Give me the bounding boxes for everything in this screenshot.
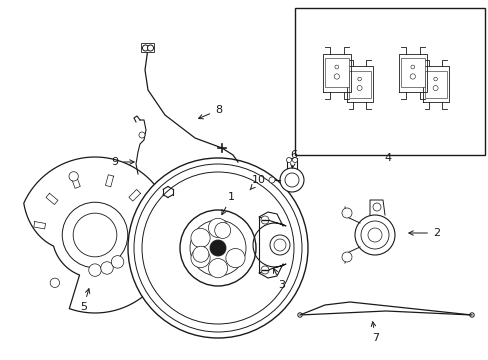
Circle shape xyxy=(111,256,123,268)
Polygon shape xyxy=(24,157,173,313)
Circle shape xyxy=(180,210,256,286)
Bar xyxy=(424,71,446,98)
Circle shape xyxy=(190,220,245,276)
Circle shape xyxy=(433,77,436,81)
Circle shape xyxy=(354,215,394,255)
Text: 4: 4 xyxy=(384,153,391,163)
Circle shape xyxy=(372,203,380,211)
Text: 5: 5 xyxy=(80,289,90,312)
Circle shape xyxy=(333,74,339,79)
Circle shape xyxy=(261,266,268,274)
Bar xyxy=(348,71,370,98)
Circle shape xyxy=(225,248,244,268)
Circle shape xyxy=(261,216,268,224)
Circle shape xyxy=(410,65,414,69)
Circle shape xyxy=(432,86,437,91)
Circle shape xyxy=(73,213,117,257)
Text: 1: 1 xyxy=(222,192,235,215)
Bar xyxy=(400,58,424,87)
Circle shape xyxy=(208,218,227,238)
Text: 2: 2 xyxy=(408,228,439,238)
Text: 8: 8 xyxy=(198,105,222,119)
Circle shape xyxy=(142,172,293,324)
Bar xyxy=(294,8,484,155)
Bar xyxy=(325,58,348,87)
Circle shape xyxy=(273,239,285,251)
Circle shape xyxy=(139,132,145,138)
Circle shape xyxy=(286,158,291,162)
Circle shape xyxy=(285,173,298,187)
Circle shape xyxy=(268,177,274,183)
Circle shape xyxy=(297,313,302,317)
Circle shape xyxy=(357,77,361,81)
Circle shape xyxy=(360,221,388,249)
Circle shape xyxy=(341,208,351,218)
Circle shape xyxy=(101,262,113,274)
Circle shape xyxy=(128,158,307,338)
Circle shape xyxy=(190,228,210,248)
Circle shape xyxy=(367,228,381,242)
Circle shape xyxy=(89,264,101,276)
Circle shape xyxy=(192,246,208,262)
Text: 3: 3 xyxy=(273,269,285,290)
Circle shape xyxy=(134,164,302,332)
Circle shape xyxy=(409,74,415,79)
Circle shape xyxy=(151,241,161,251)
Circle shape xyxy=(292,158,297,162)
FancyBboxPatch shape xyxy=(141,44,154,53)
Circle shape xyxy=(50,278,60,288)
Circle shape xyxy=(214,222,230,238)
Circle shape xyxy=(341,252,351,262)
Circle shape xyxy=(334,65,338,69)
Text: 7: 7 xyxy=(370,322,378,343)
Circle shape xyxy=(147,45,153,51)
Circle shape xyxy=(190,248,210,268)
Circle shape xyxy=(69,172,78,181)
Circle shape xyxy=(208,258,227,278)
Circle shape xyxy=(62,202,127,268)
Circle shape xyxy=(209,240,225,256)
Circle shape xyxy=(269,235,289,255)
Circle shape xyxy=(356,86,362,91)
Text: 10: 10 xyxy=(249,175,265,190)
Text: 9: 9 xyxy=(111,157,134,167)
Circle shape xyxy=(142,45,148,51)
Circle shape xyxy=(280,168,304,192)
Circle shape xyxy=(469,313,473,317)
Text: 6: 6 xyxy=(289,150,296,168)
